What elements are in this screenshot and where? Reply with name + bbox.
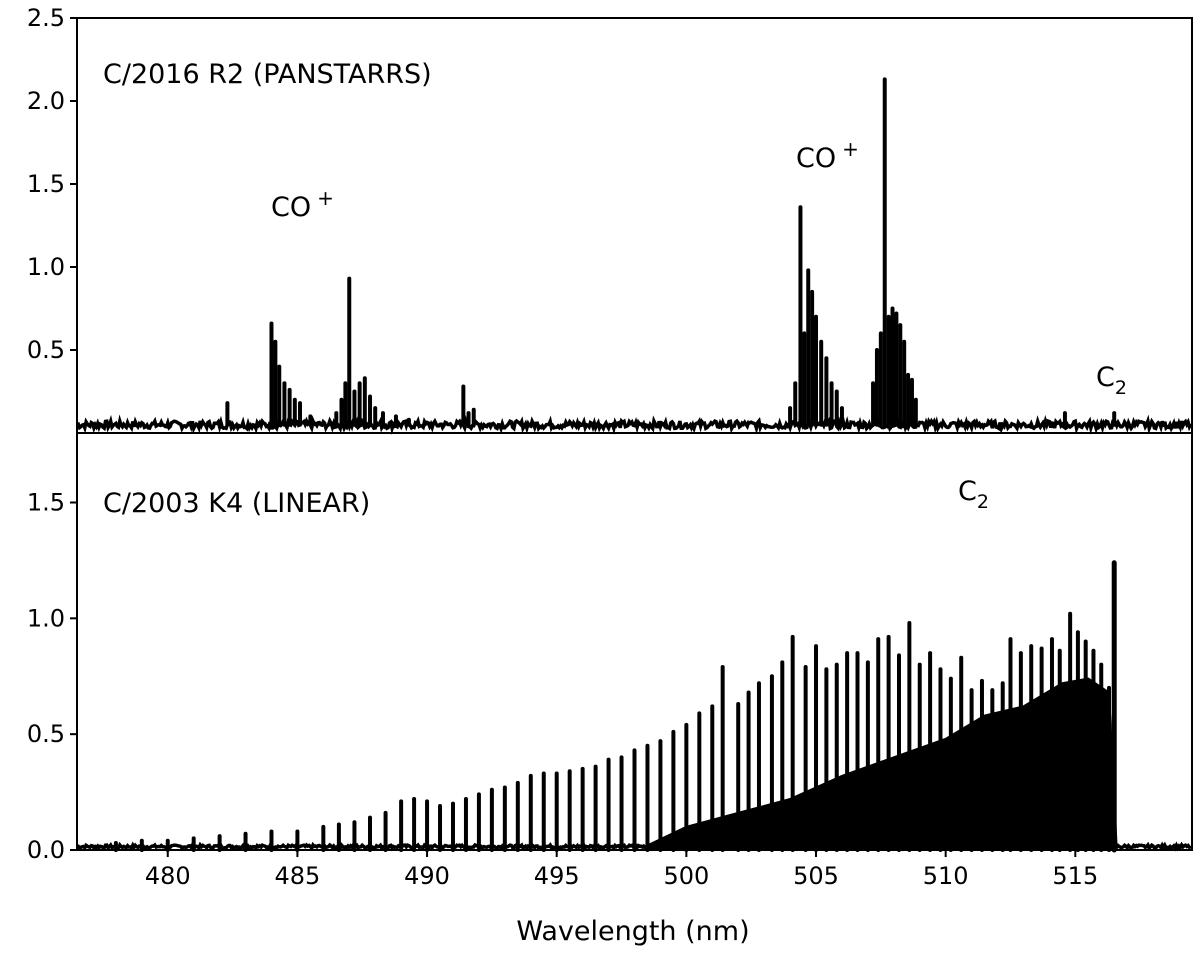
comet-label-top: C/2016 R2 (PANSTARRS) <box>103 59 432 90</box>
c2-label-bottom: C2 <box>958 476 989 513</box>
top-y-tick-label: 0.5 <box>27 336 65 364</box>
comet-label-bottom: C/2003 K4 (LINEAR) <box>103 488 370 519</box>
x-tick-label: 495 <box>534 862 580 890</box>
bottom-panel-frame <box>76 432 1193 851</box>
top-y-tick-label: 2.5 <box>27 4 65 32</box>
x-axis-label: Wavelength (nm) <box>516 916 749 947</box>
co-plus-label-left: CO + <box>271 186 334 223</box>
bottom-spectrum <box>76 560 1192 853</box>
co-label-left-text: CO <box>271 192 311 223</box>
top-y-tick-label: 1.0 <box>27 253 65 281</box>
bottom-panel: 0.0 0.5 1.0 1.5 480 485 490 495 500 505 510 515 C/… <box>27 432 1193 890</box>
bottom-y-tick-label: 0.5 <box>27 720 65 748</box>
bottom-y-tick-label: 0.0 <box>27 836 65 864</box>
co-label-left-sup: + <box>317 186 334 210</box>
c2-label-top-text: C <box>1096 362 1115 393</box>
x-axis: 480 485 490 495 500 505 510 515 <box>145 850 1098 890</box>
bottom-y-tick-label: 1.0 <box>27 604 65 632</box>
x-tick-label: 490 <box>404 862 450 890</box>
c2-label-top: C2 <box>1096 362 1127 399</box>
co-plus-label-right: CO + <box>796 137 859 174</box>
c2-label-bottom-sub: 2 <box>977 491 989 513</box>
top-y-axis: 0.5 1.0 1.5 2.0 2.5 <box>27 4 77 364</box>
top-y-tick-label: 1.5 <box>27 170 65 198</box>
x-tick-label: 510 <box>923 862 969 890</box>
top-spectrum <box>76 77 1193 436</box>
c2-label-bottom-text: C <box>958 476 977 507</box>
x-tick-label: 515 <box>1052 862 1098 890</box>
top-y-tick-label: 2.0 <box>27 87 65 115</box>
x-tick-label: 480 <box>145 862 191 890</box>
c2-band-blended-emission <box>646 677 1118 851</box>
co-label-right-text: CO <box>796 143 836 174</box>
bottom-y-tick-label: 1.5 <box>27 489 65 517</box>
top-panel: 0.5 1.0 1.5 2.0 2.5 C/2016 R2 (PANSTARRS) CO… <box>27 4 1193 436</box>
x-tick-label: 485 <box>275 862 321 890</box>
x-tick-label: 500 <box>663 862 709 890</box>
bottom-y-axis: 0.0 0.5 1.0 1.5 <box>27 489 77 864</box>
c2-label-top-sub: 2 <box>1115 377 1127 399</box>
co-label-right-sup: + <box>842 137 859 161</box>
top-noise-baseline <box>76 414 1193 436</box>
x-tick-label: 505 <box>793 862 839 890</box>
